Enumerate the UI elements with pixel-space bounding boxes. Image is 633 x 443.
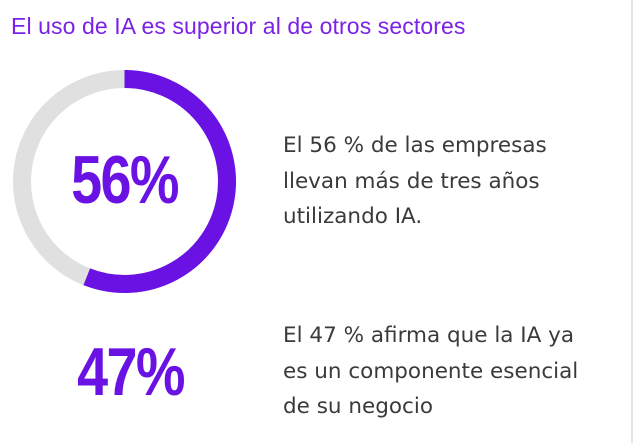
stat-value-47: 47% (77, 334, 185, 410)
page-edge-divider (631, 0, 633, 443)
stat-description-2: El 47 % afirma que la IA ya es un compon… (283, 318, 623, 425)
stat-2-line-3: de su negocio (283, 394, 433, 419)
donut-svg (13, 70, 236, 293)
donut-value-arc (83, 70, 236, 293)
stat-description-1: El 56 % de las empresas llevan más de tr… (283, 128, 623, 235)
stat-1-line-1: El 56 % de las empresas (283, 133, 547, 158)
stat-value-56: 56% (71, 142, 179, 218)
stat-2-line-1: El 47 % afirma que la IA ya (283, 323, 575, 348)
stat-2-line-2: es un componente esencial (283, 358, 579, 384)
donut-chart (11, 68, 238, 295)
stat-1-line-2: llevan más de tres años (283, 168, 540, 194)
stat-1-line-3: utilizando IA. (283, 204, 423, 229)
page-title: El uso de IA es superior al de otros sec… (11, 13, 466, 39)
